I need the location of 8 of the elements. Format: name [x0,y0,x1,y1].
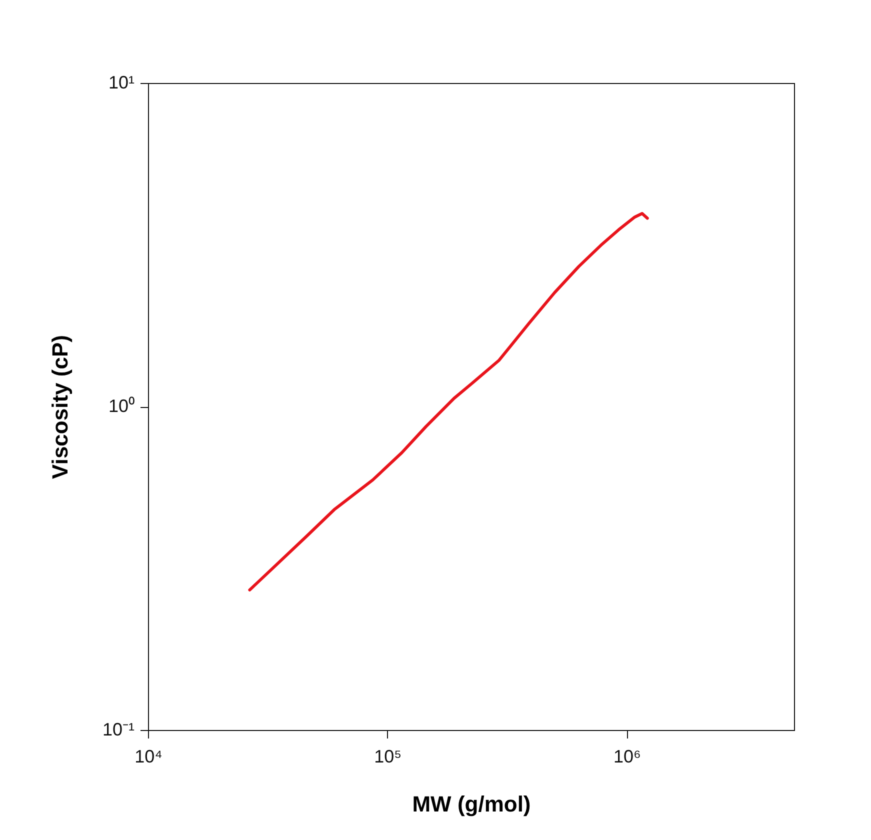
x-tick-label: 10⁶ [613,746,641,766]
y-axis-title: Viscosity (cP) [47,335,72,479]
y-tick-label: 10¹ [108,72,135,92]
y-tick-label: 10⁻¹ [102,720,135,740]
y-tick-label: 10⁰ [108,396,134,416]
x-axis-title: MW (g/mol) [412,792,531,816]
x-tick-label: 10⁴ [134,746,162,766]
x-tick-label: 10⁵ [374,746,402,766]
